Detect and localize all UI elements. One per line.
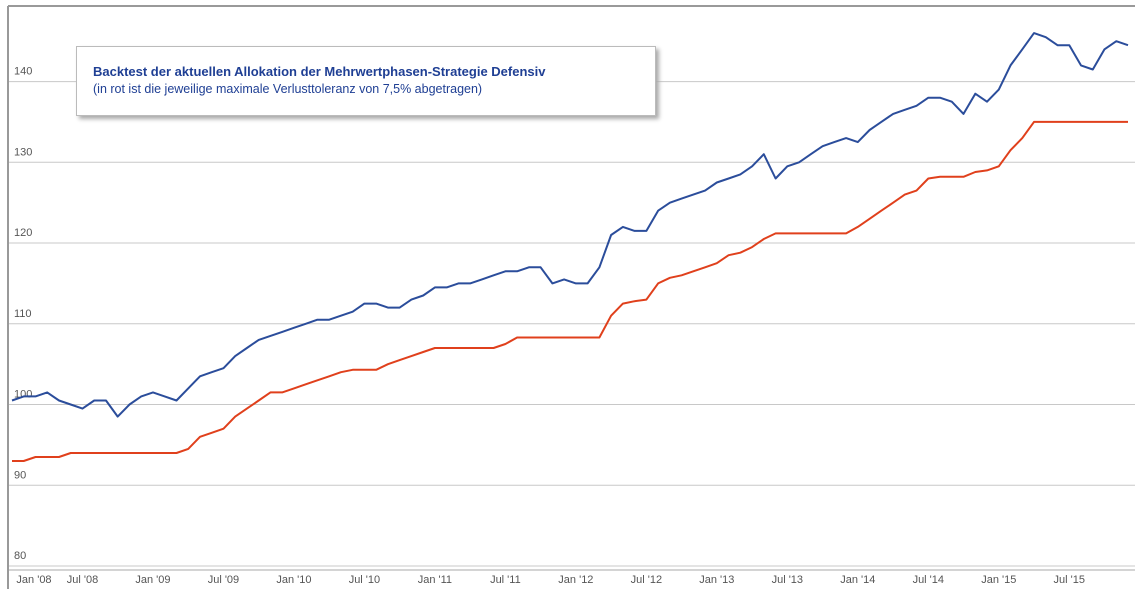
x-tick-label: Jul '09 (208, 574, 239, 586)
x-tick-label: Jan '14 (840, 574, 875, 586)
series-line (12, 120, 1128, 462)
title-box: Backtest der aktuellen Allokation der Me… (76, 46, 656, 116)
y-tick-label: 140 (14, 66, 32, 78)
y-tick-label: 130 (14, 146, 32, 158)
series-line (11, 32, 1129, 418)
x-tick-label: Jan '10 (276, 574, 311, 586)
x-tick-label: Jul '15 (1054, 574, 1085, 586)
y-tick-label: 110 (14, 308, 32, 320)
x-tick-label: Jul '11 (490, 574, 521, 586)
x-tick-label: Jan '09 (135, 574, 170, 586)
chart-subtitle: (in rot ist die jeweilige maximale Verlu… (93, 82, 483, 96)
y-tick-label: 80 (14, 550, 26, 562)
x-tick-label: Jul '12 (631, 574, 662, 586)
y-tick-label: 90 (14, 469, 26, 481)
x-tick-label: Jan '08 (16, 574, 51, 586)
y-tick-label: 120 (14, 227, 32, 239)
x-tick-label: Jan '12 (558, 574, 593, 586)
x-tick-label: Jan '15 (981, 574, 1016, 586)
chart-title: Backtest der aktuellen Allokation der Me… (93, 64, 546, 79)
x-tick-label: Jan '11 (418, 574, 452, 586)
x-tick-label: Jan '13 (699, 574, 734, 586)
x-tick-label: Jul '14 (913, 574, 944, 586)
x-tick-label: Jul '13 (772, 574, 803, 586)
x-tick-label: Jul '10 (349, 574, 380, 586)
x-tick-label: Jul '08 (67, 574, 98, 586)
